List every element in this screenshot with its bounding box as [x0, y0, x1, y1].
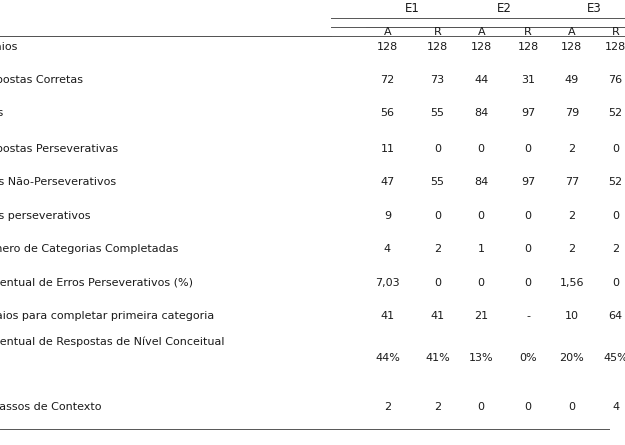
Text: Erros: Erros: [0, 109, 4, 118]
Text: 21: 21: [474, 311, 488, 321]
Text: Erros Não-Perseverativos: Erros Não-Perseverativos: [0, 178, 116, 187]
Text: 41%: 41%: [425, 353, 450, 363]
Text: Percentual de Respostas de Nível Conceitual
(%): Percentual de Respostas de Nível Conceit…: [0, 336, 225, 358]
Text: 55: 55: [431, 109, 444, 118]
Text: 2: 2: [434, 402, 441, 412]
Text: 97: 97: [521, 109, 535, 118]
Text: 79: 79: [565, 109, 579, 118]
Text: 128: 128: [427, 42, 448, 52]
Text: A: A: [568, 27, 576, 36]
Text: 0%: 0%: [519, 353, 537, 363]
Text: 1,56: 1,56: [559, 278, 584, 287]
Text: 1: 1: [478, 244, 485, 254]
Text: 45%: 45%: [603, 353, 625, 363]
Text: 9: 9: [384, 211, 391, 221]
Text: -: -: [526, 311, 530, 321]
Text: Respostas Perseverativas: Respostas Perseverativas: [0, 144, 118, 154]
Text: 41: 41: [381, 311, 394, 321]
Text: 0: 0: [478, 402, 485, 412]
Text: E2: E2: [498, 2, 512, 15]
Text: E1: E1: [405, 2, 420, 15]
Text: R: R: [612, 27, 619, 36]
Text: 77: 77: [565, 178, 579, 187]
Text: 11: 11: [381, 144, 394, 154]
Text: 47: 47: [381, 178, 394, 187]
Text: R: R: [434, 27, 441, 36]
Text: 0: 0: [612, 144, 619, 154]
Text: 128: 128: [377, 42, 398, 52]
Text: 55: 55: [431, 178, 444, 187]
Text: 128: 128: [561, 42, 582, 52]
Text: 52: 52: [609, 178, 622, 187]
Text: 0: 0: [568, 402, 576, 412]
Text: 4: 4: [612, 402, 619, 412]
Text: 0: 0: [478, 278, 485, 287]
Text: Ensaios: Ensaios: [0, 42, 19, 52]
Text: 2: 2: [568, 211, 576, 221]
Text: 0: 0: [478, 211, 485, 221]
Text: 56: 56: [381, 109, 394, 118]
Text: 4: 4: [384, 244, 391, 254]
Text: 2: 2: [434, 244, 441, 254]
Text: 0: 0: [524, 211, 532, 221]
Text: 0: 0: [434, 211, 441, 221]
Text: A: A: [478, 27, 485, 36]
Text: A: A: [384, 27, 391, 36]
Text: 2: 2: [568, 244, 576, 254]
Text: 2: 2: [568, 144, 576, 154]
Text: 128: 128: [471, 42, 492, 52]
Text: 0: 0: [524, 402, 532, 412]
Text: 128: 128: [605, 42, 625, 52]
Text: 73: 73: [431, 75, 444, 85]
Text: Ensaios para completar primeira categoria: Ensaios para completar primeira categori…: [0, 311, 214, 321]
Text: 0: 0: [524, 278, 532, 287]
Text: 44%: 44%: [375, 353, 400, 363]
Text: 31: 31: [521, 75, 535, 85]
Text: 41: 41: [431, 311, 444, 321]
Text: 0: 0: [478, 144, 485, 154]
Text: 0: 0: [434, 278, 441, 287]
Text: 0: 0: [524, 144, 532, 154]
Text: 0: 0: [612, 211, 619, 221]
Text: 2: 2: [384, 402, 391, 412]
Text: Erros perseverativos: Erros perseverativos: [0, 211, 91, 221]
Text: E3: E3: [586, 2, 601, 15]
Text: R: R: [524, 27, 532, 36]
Text: 0: 0: [524, 244, 532, 254]
Text: Fracassos de Contexto: Fracassos de Contexto: [0, 402, 102, 412]
Text: 13%: 13%: [469, 353, 494, 363]
Text: Percentual de Erros Perseverativos (%): Percentual de Erros Perseverativos (%): [0, 278, 193, 287]
Text: Número de Categorias Completadas: Número de Categorias Completadas: [0, 244, 179, 255]
Text: 49: 49: [565, 75, 579, 85]
Text: 0: 0: [434, 144, 441, 154]
Text: Respostas Corretas: Respostas Corretas: [0, 75, 83, 85]
Text: 7,03: 7,03: [375, 278, 400, 287]
Text: 128: 128: [518, 42, 539, 52]
Text: 64: 64: [609, 311, 622, 321]
Text: 2: 2: [612, 244, 619, 254]
Text: 76: 76: [609, 75, 622, 85]
Text: 10: 10: [565, 311, 579, 321]
Text: 72: 72: [381, 75, 394, 85]
Text: 97: 97: [521, 178, 535, 187]
Text: 84: 84: [474, 109, 488, 118]
Text: 84: 84: [474, 178, 488, 187]
Text: 52: 52: [609, 109, 622, 118]
Text: 44: 44: [474, 75, 488, 85]
Text: 20%: 20%: [559, 353, 584, 363]
Text: 0: 0: [612, 278, 619, 287]
